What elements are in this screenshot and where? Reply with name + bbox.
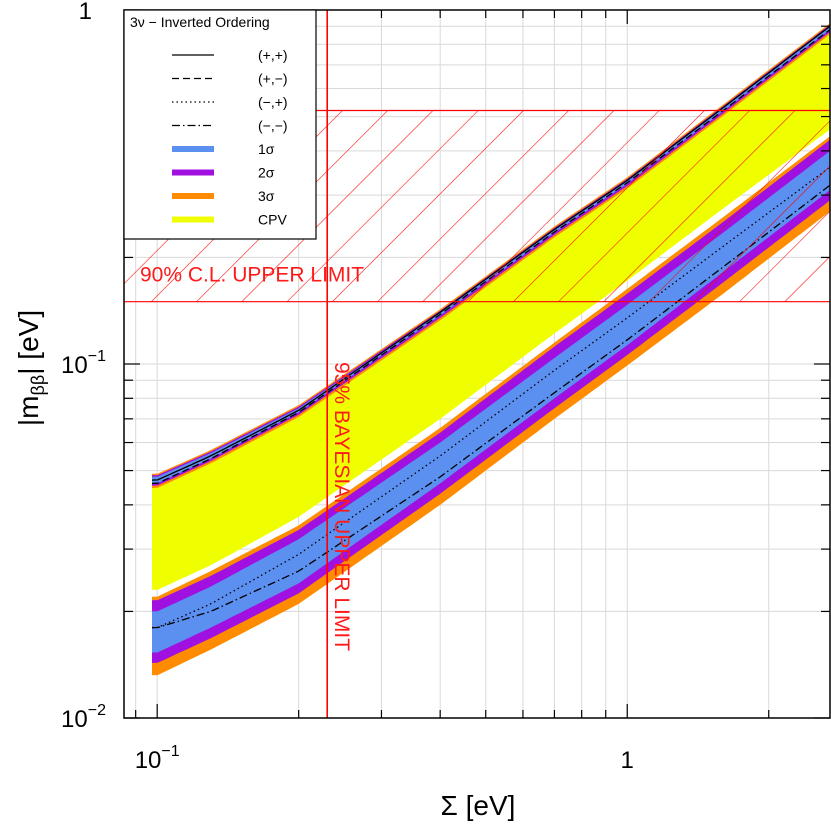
- legend-item-label: (−,−): [258, 118, 288, 134]
- x-tick-label: 10−1: [135, 743, 180, 774]
- legend-item-label: 1σ: [258, 141, 275, 157]
- bayesian-limit-label: 95% BAYESIAN UPPER LIMIT: [330, 362, 353, 651]
- ticks: 10−1 1 10−2 10−1 1: [61, 0, 830, 774]
- series-line-dotted: [151, 166, 830, 629]
- y-tick-label: 1: [79, 0, 92, 25]
- legend-title: 3ν − Inverted Ordering: [130, 14, 270, 30]
- y-tick-label: 10−2: [61, 702, 106, 733]
- legend-box: [123, 9, 317, 240]
- legend-item-label: CPV: [258, 212, 287, 228]
- x-axis-title: Σ [eV]: [441, 790, 516, 821]
- x-tick-label: 1: [621, 747, 634, 774]
- legend-item-label: 2σ: [258, 165, 275, 181]
- y-tick-label: 10−1: [61, 348, 106, 379]
- legend-item-label: (+,−): [258, 71, 288, 87]
- upper-limit-label: 90% C.L. UPPER LIMIT: [140, 264, 364, 287]
- legend: 3ν − Inverted Ordering (+,+) (+,−) (−,+) (−,…: [123, 9, 317, 240]
- y-axis-title-sub: ββ: [28, 375, 48, 396]
- band-1sigma: [152, 150, 830, 653]
- y-axis-title: |mββ| [eV]: [13, 310, 48, 426]
- y-axis-title-suffix: | [eV]: [13, 310, 44, 375]
- legend-item-label: (+,+): [258, 47, 288, 63]
- legend-item-label: (−,+): [258, 94, 288, 110]
- legend-item-label: 3σ: [258, 188, 275, 204]
- y-axis-title-main: |m: [13, 395, 44, 426]
